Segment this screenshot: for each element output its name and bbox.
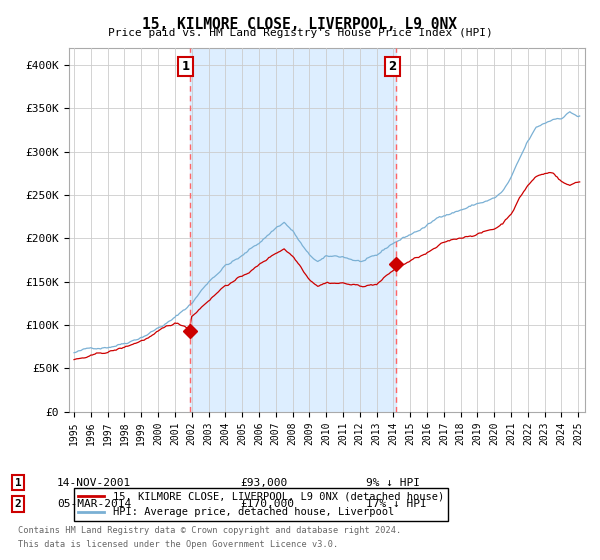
Text: This data is licensed under the Open Government Licence v3.0.: This data is licensed under the Open Gov… bbox=[18, 540, 338, 549]
Text: Price paid vs. HM Land Registry's House Price Index (HPI): Price paid vs. HM Land Registry's House … bbox=[107, 28, 493, 38]
Text: 05-MAR-2014: 05-MAR-2014 bbox=[57, 499, 131, 509]
Text: £170,000: £170,000 bbox=[240, 499, 294, 509]
Text: 2: 2 bbox=[388, 60, 396, 73]
Bar bbox=[190, 48, 397, 412]
Legend: 15, KILMORE CLOSE, LIVERPOOL, L9 0NX (detached house), HPI: Average price, detac: 15, KILMORE CLOSE, LIVERPOOL, L9 0NX (de… bbox=[74, 488, 448, 521]
Text: 1: 1 bbox=[14, 478, 22, 488]
Text: 9% ↓ HPI: 9% ↓ HPI bbox=[366, 478, 420, 488]
Text: 17% ↓ HPI: 17% ↓ HPI bbox=[366, 499, 427, 509]
Text: 14-NOV-2001: 14-NOV-2001 bbox=[57, 478, 131, 488]
Text: £93,000: £93,000 bbox=[240, 478, 287, 488]
Text: 1: 1 bbox=[181, 60, 190, 73]
Text: Contains HM Land Registry data © Crown copyright and database right 2024.: Contains HM Land Registry data © Crown c… bbox=[18, 526, 401, 535]
Text: 15, KILMORE CLOSE, LIVERPOOL, L9 0NX: 15, KILMORE CLOSE, LIVERPOOL, L9 0NX bbox=[143, 17, 458, 32]
Text: 2: 2 bbox=[14, 499, 22, 509]
